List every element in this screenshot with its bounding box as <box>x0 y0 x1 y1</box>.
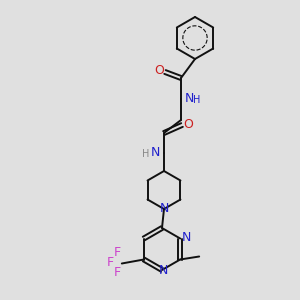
Text: F: F <box>113 266 120 279</box>
Text: F: F <box>113 246 120 259</box>
Text: N: N <box>158 263 168 277</box>
Text: N: N <box>159 202 169 215</box>
Text: H: H <box>193 95 201 105</box>
Text: O: O <box>183 118 193 130</box>
Text: H: H <box>142 149 150 159</box>
Text: F: F <box>106 256 113 269</box>
Text: N: N <box>182 231 191 244</box>
Text: O: O <box>154 64 164 77</box>
Text: N: N <box>184 92 194 104</box>
Text: N: N <box>150 146 160 158</box>
